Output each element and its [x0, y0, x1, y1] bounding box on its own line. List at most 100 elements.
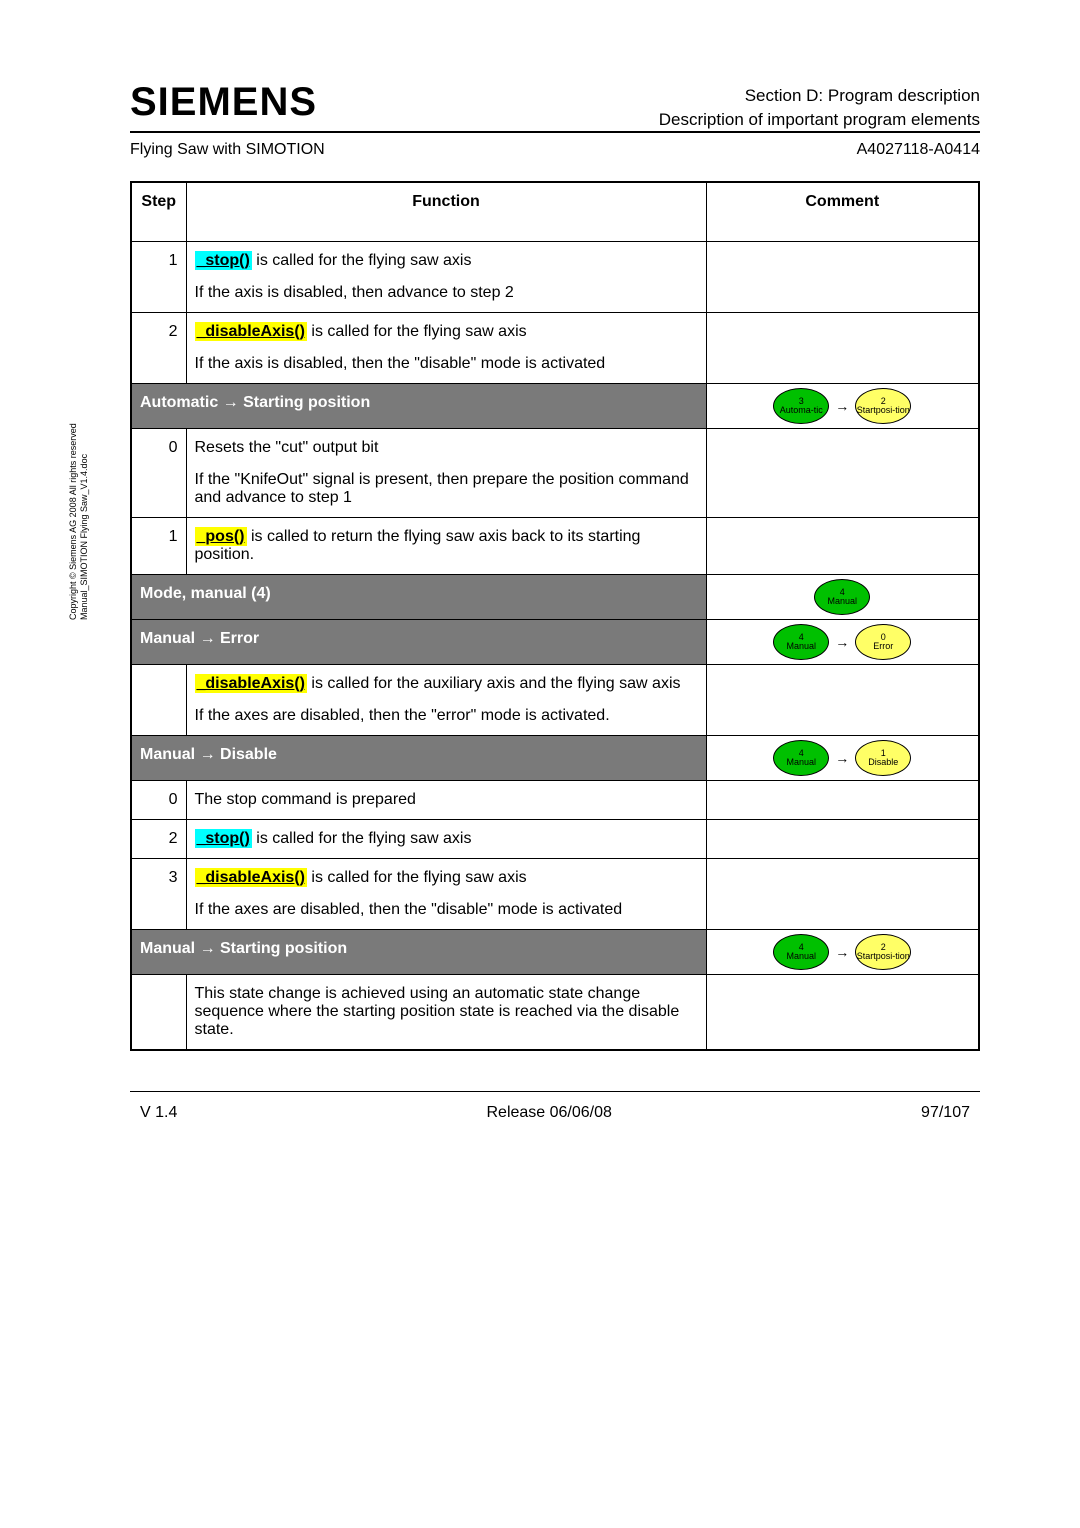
cell-function: The stop command is prepared: [186, 781, 706, 820]
fn-text: is called for the flying saw axis: [307, 869, 527, 886]
section-diagram: 4Manual → 2Startposi-tion: [706, 930, 979, 975]
section-diagram: 4Manual → 1Disable: [706, 736, 979, 781]
fn-stop: _stop(): [195, 251, 252, 270]
cell-step: [131, 975, 186, 1051]
fn-text: is called for the flying saw axis: [252, 252, 472, 269]
cell-step: 3: [131, 859, 186, 930]
section-diagram: 4Manual → 0Error: [706, 620, 979, 665]
cell-comment: [706, 242, 979, 313]
fn-para: If the axis is disabled, then the "disab…: [195, 355, 698, 373]
cell-step: [131, 665, 186, 736]
header-line2: Description of important program element…: [659, 108, 980, 132]
header-line1: Section D: Program description: [659, 84, 980, 108]
section-title: Mode, manual (4): [131, 575, 706, 620]
section-title: Manual → Starting position: [131, 930, 706, 975]
fn-para: This state change is achieved using an a…: [195, 985, 698, 1039]
cell-step: 1: [131, 518, 186, 575]
cell-step: 0: [131, 781, 186, 820]
cell-comment: [706, 429, 979, 518]
cell-function: Resets the "cut" output bit If the "Knif…: [186, 429, 706, 518]
cell-comment: [706, 313, 979, 384]
fn-disableaxis: _disableAxis(): [195, 868, 307, 887]
fn-disableaxis: _disableAxis(): [195, 674, 307, 693]
section-mode-manual: Mode, manual (4) 4Manual: [131, 575, 979, 620]
section-diagram: 4Manual: [706, 575, 979, 620]
state-node-startposition: 2Startposi-tion: [855, 388, 911, 424]
col-header-comment: Comment: [706, 182, 979, 242]
section-manual-disable: Manual → Disable 4Manual → 1Disable: [131, 736, 979, 781]
table-row: 0 The stop command is prepared: [131, 781, 979, 820]
cell-step: 1: [131, 242, 186, 313]
table-row: 0 Resets the "cut" output bit If the "Kn…: [131, 429, 979, 518]
state-node-manual: 4Manual: [773, 624, 829, 660]
fn-text: is called for the flying saw axis: [307, 323, 527, 340]
section-title: Manual → Disable: [131, 736, 706, 781]
state-node-manual: 4Manual: [773, 934, 829, 970]
footer-rule: [130, 1091, 980, 1092]
cell-function: _stop() is called for the flying saw axi…: [186, 242, 706, 313]
copyright-line1: Copyright © Siemens AG 2008 All rights r…: [68, 423, 79, 620]
fn-para: If the axis is disabled, then advance to…: [195, 284, 698, 302]
fn-pos: _pos(): [195, 527, 247, 546]
fn-text: is called to return the flying saw axis …: [195, 528, 641, 563]
section-diagram: 3Automa-tic → 2Startposi-tion: [706, 384, 979, 429]
sub-left: Flying Saw with SIMOTION: [130, 141, 325, 159]
fn-text: is called for the auxiliary axis and the…: [307, 675, 681, 692]
sub-right: A4027118-A0414: [857, 141, 980, 159]
table-row: 3 _disableAxis() is called for the flyin…: [131, 859, 979, 930]
copyright-sideways: Copyright © Siemens AG 2008 All rights r…: [68, 423, 90, 620]
footer-version: V 1.4: [140, 1104, 177, 1122]
fn-para: If the axes are disabled, then the "erro…: [195, 707, 698, 725]
arrow-icon: →: [835, 398, 849, 414]
footer-release: Release 06/06/08: [486, 1104, 611, 1122]
cell-function: _disableAxis() is called for the flying …: [186, 313, 706, 384]
cell-comment: [706, 781, 979, 820]
table-header-row: Step Function Comment: [131, 182, 979, 242]
section-title: Manual → Error: [131, 620, 706, 665]
page-footer: V 1.4 Release 06/06/08 97/107: [130, 1100, 980, 1122]
cell-comment: [706, 859, 979, 930]
section-manual-starting: Manual → Starting position 4Manual → 2St…: [131, 930, 979, 975]
fn-para: The stop command is prepared: [195, 791, 698, 809]
cell-comment: [706, 665, 979, 736]
cell-function: _pos() is called to return the flying sa…: [186, 518, 706, 575]
cell-function: _stop() is called for the flying saw axi…: [186, 820, 706, 859]
cell-function: This state change is achieved using an a…: [186, 975, 706, 1051]
state-node-disable: 1Disable: [855, 740, 911, 776]
table-row: This state change is achieved using an a…: [131, 975, 979, 1051]
cell-comment: [706, 975, 979, 1051]
col-header-step: Step: [131, 182, 186, 242]
cell-step: 2: [131, 313, 186, 384]
fn-stop: _stop(): [195, 829, 252, 848]
state-node-manual: 4Manual: [814, 579, 870, 615]
col-header-function: Function: [186, 182, 706, 242]
header-right: Section D: Program description Descripti…: [659, 84, 980, 132]
fn-para: If the axes are disabled, then the "disa…: [195, 901, 698, 919]
main-table: Step Function Comment 1 _stop() is calle…: [130, 181, 980, 1051]
cell-step: 2: [131, 820, 186, 859]
state-node-manual: 4Manual: [773, 740, 829, 776]
cell-function: _disableAxis() is called for the auxilia…: [186, 665, 706, 736]
copyright-line2: Manual_SIMOTION Flying Saw_V1.4.doc: [79, 423, 90, 620]
cell-comment: [706, 518, 979, 575]
fn-text: is called for the flying saw axis: [252, 830, 472, 847]
table-row: 1 _stop() is called for the flying saw a…: [131, 242, 979, 313]
cell-step: 0: [131, 429, 186, 518]
section-auto-starting: Automatic → Starting position 3Automa-ti…: [131, 384, 979, 429]
table-row: 2 _disableAxis() is called for the flyin…: [131, 313, 979, 384]
state-node-startposition: 2Startposi-tion: [855, 934, 911, 970]
table-row: 1 _pos() is called to return the flying …: [131, 518, 979, 575]
arrow-icon: →: [835, 634, 849, 650]
footer-page: 97/107: [921, 1104, 970, 1122]
state-node-automatic: 3Automa-tic: [773, 388, 829, 424]
section-manual-error: Manual → Error 4Manual → 0Error: [131, 620, 979, 665]
fn-para: If the "KnifeOut" signal is present, the…: [195, 471, 698, 507]
cell-function: _disableAxis() is called for the flying …: [186, 859, 706, 930]
table-row: 2 _stop() is called for the flying saw a…: [131, 820, 979, 859]
arrow-icon: →: [835, 750, 849, 766]
state-node-error: 0Error: [855, 624, 911, 660]
arrow-icon: →: [835, 944, 849, 960]
fn-disableaxis: _disableAxis(): [195, 322, 307, 341]
cell-comment: [706, 820, 979, 859]
table-row: _disableAxis() is called for the auxilia…: [131, 665, 979, 736]
